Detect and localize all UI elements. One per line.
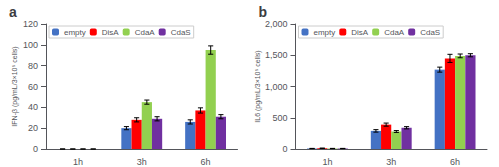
svg-text:1,000: 1,000 xyxy=(265,82,288,92)
svg-text:b: b xyxy=(259,4,268,20)
svg-text:0: 0 xyxy=(33,144,38,154)
svg-text:100: 100 xyxy=(23,40,38,50)
svg-text:3h: 3h xyxy=(386,157,396,167)
svg-text:0: 0 xyxy=(282,144,287,154)
svg-text:500: 500 xyxy=(272,113,287,123)
svg-text:120: 120 xyxy=(23,19,38,29)
svg-text:3h: 3h xyxy=(137,157,147,167)
svg-text:IL6 (pg/mL/3×10⁵ cells): IL6 (pg/mL/3×10⁵ cells) xyxy=(254,50,262,122)
svg-text:20: 20 xyxy=(28,123,38,133)
svg-text:2,000: 2,000 xyxy=(265,19,288,29)
svg-text:1h: 1h xyxy=(322,157,332,167)
svg-text:IFN-β (pg/mL/3×10⁵ cells): IFN-β (pg/mL/3×10⁵ cells) xyxy=(11,46,19,126)
svg-text:a: a xyxy=(9,4,17,20)
svg-text:CdaS: CdaS xyxy=(171,28,191,37)
svg-text:40: 40 xyxy=(28,102,38,112)
svg-text:DisA: DisA xyxy=(351,28,369,37)
svg-text:1,500: 1,500 xyxy=(265,50,288,60)
svg-text:60: 60 xyxy=(28,82,38,92)
svg-text:80: 80 xyxy=(28,61,38,71)
svg-text:6h: 6h xyxy=(450,157,460,167)
svg-text:CdaS: CdaS xyxy=(420,28,440,37)
svg-text:CdaA: CdaA xyxy=(384,28,405,37)
svg-text:empty: empty xyxy=(314,28,336,37)
svg-text:empty: empty xyxy=(64,28,86,37)
svg-text:6h: 6h xyxy=(201,157,211,167)
svg-text:1h: 1h xyxy=(73,157,83,167)
svg-text:DisA: DisA xyxy=(102,28,120,37)
svg-text:CdaA: CdaA xyxy=(135,28,156,37)
